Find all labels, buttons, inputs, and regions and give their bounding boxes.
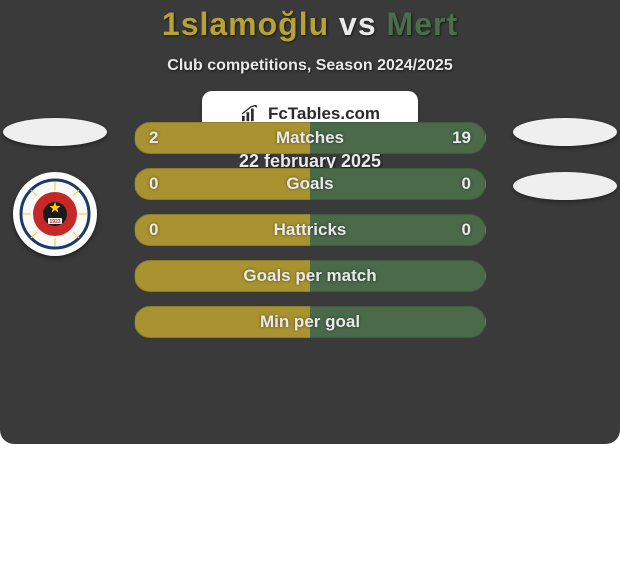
stat-label: Min per goal bbox=[260, 312, 360, 332]
stat-row: 0 Hattricks 0 bbox=[134, 214, 486, 246]
player-a-avatar-placeholder bbox=[3, 118, 107, 146]
svg-text:1923: 1923 bbox=[49, 219, 60, 225]
stat-value-left: 0 bbox=[149, 169, 199, 199]
stat-row: Min per goal bbox=[134, 306, 486, 338]
club-crest-icon: 1923 bbox=[19, 178, 91, 250]
subtitle: Club competitions, Season 2024/2025 bbox=[0, 57, 620, 75]
comparison-card: 1slamoğlu vs Mert Club competitions, Sea… bbox=[0, 0, 620, 444]
stat-value-right: 0 bbox=[421, 169, 471, 199]
stat-label: Goals bbox=[286, 174, 333, 194]
player-a-name: 1slamoğlu bbox=[162, 6, 329, 42]
stat-label: Goals per match bbox=[243, 266, 376, 286]
player-b-avatar-placeholder bbox=[513, 118, 617, 146]
left-column: 1923 bbox=[0, 118, 110, 256]
title: 1slamoğlu vs Mert bbox=[0, 6, 620, 43]
stat-label: Matches bbox=[276, 128, 344, 148]
attribution-text: FcTables.com bbox=[268, 104, 380, 124]
stat-row: 2 Matches 19 bbox=[134, 122, 486, 154]
stat-row: Goals per match bbox=[134, 260, 486, 292]
stat-value-right: 19 bbox=[421, 123, 471, 153]
vs-text: vs bbox=[339, 6, 377, 42]
stat-value-right: 0 bbox=[421, 215, 471, 245]
right-column bbox=[510, 118, 620, 200]
player-b-name: Mert bbox=[387, 6, 459, 42]
player-a-club-badge: 1923 bbox=[13, 172, 97, 256]
stat-rows: 2 Matches 19 0 Goals 0 0 Hattricks 0 Goals per ma… bbox=[134, 122, 486, 338]
chart-icon bbox=[240, 105, 262, 123]
stat-row: 0 Goals 0 bbox=[134, 168, 486, 200]
stat-label: Hattricks bbox=[274, 220, 347, 240]
stat-value-left: 2 bbox=[149, 123, 199, 153]
player-b-club-placeholder bbox=[513, 172, 617, 200]
stat-value-left: 0 bbox=[149, 215, 199, 245]
